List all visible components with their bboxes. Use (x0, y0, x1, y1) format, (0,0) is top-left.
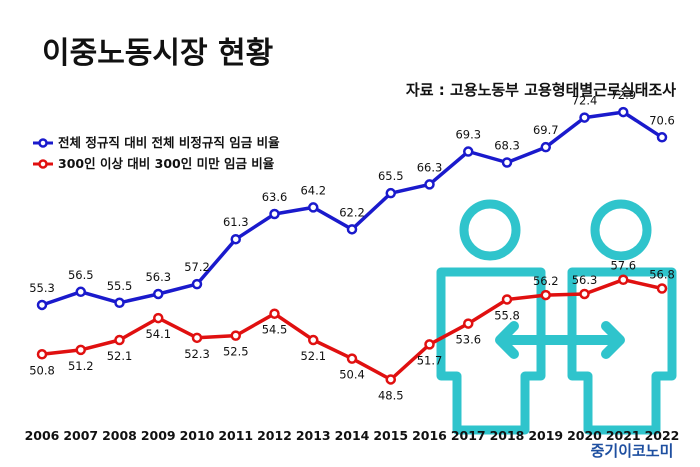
data-label-series-2: 57.6 (610, 259, 636, 273)
x-tick-label: 2021 (606, 428, 641, 443)
data-label-series-1: 69.3 (455, 128, 481, 142)
data-label-series-1: 72.9 (610, 88, 636, 102)
data-point-series-2 (540, 289, 551, 301)
data-point-series-2 (75, 344, 86, 356)
data-point-series-2 (346, 353, 358, 364)
x-tick-label: 2014 (335, 428, 370, 443)
data-label-series-1: 70.6 (649, 113, 675, 127)
data-point-series-1 (36, 299, 48, 311)
x-tick-label: 2007 (63, 428, 98, 443)
data-point-series-2 (308, 334, 319, 346)
data-label-series-2: 52.1 (300, 349, 326, 363)
data-label-series-2: 53.6 (455, 333, 481, 347)
data-point-series-1 (153, 288, 164, 300)
data-label-series-2: 56.3 (572, 273, 598, 287)
x-tick-label: 2015 (373, 428, 408, 443)
x-tick-label: 2019 (528, 428, 563, 443)
data-label-series-2: 52.1 (107, 349, 133, 363)
data-point-series-2 (230, 330, 241, 341)
legend-item-series-2: 300인 이상 대비 300인 미만 임금 비율 (33, 156, 275, 171)
x-tick-label: 2020 (567, 428, 602, 443)
data-point-series-2 (269, 308, 280, 319)
data-point-series-1 (269, 208, 280, 220)
data-label-series-2: 52.3 (184, 347, 210, 361)
data-point-series-2 (36, 349, 48, 360)
x-tick-label: 2006 (25, 428, 60, 443)
data-point-series-1 (346, 224, 358, 235)
data-label-series-2: 51.7 (417, 353, 443, 367)
source-note: 자료 : 고용노동부 고용형태별근로실태조사 (406, 81, 676, 99)
data-point-series-1 (191, 278, 203, 290)
data-label-series-2: 51.2 (68, 359, 94, 373)
data-point-series-1 (618, 106, 629, 118)
data-point-series-2 (463, 318, 474, 329)
data-point-series-1 (656, 132, 668, 143)
data-label-series-2: 54.1 (145, 327, 171, 341)
data-label-series-1: 64.2 (300, 183, 326, 197)
data-label-series-2: 50.8 (29, 363, 55, 377)
legend-item-series-1: 전체 정규직 대비 전체 비정규직 임금 비율 (33, 135, 280, 150)
x-tick-label: 2013 (296, 428, 331, 443)
data-point-series-2 (191, 332, 203, 344)
data-label-series-1: 55.3 (29, 281, 55, 295)
data-point-series-1 (75, 286, 86, 298)
data-label-series-1: 56.3 (145, 270, 171, 284)
data-point-series-2 (153, 312, 164, 324)
data-point-series-1 (424, 179, 435, 190)
data-label-series-2: 55.8 (494, 308, 520, 322)
data-label-series-1: 66.3 (417, 160, 443, 174)
data-point-series-1 (579, 112, 590, 123)
data-label-series-1: 63.6 (262, 190, 288, 204)
data-label-series-1: 65.5 (378, 169, 404, 183)
data-point-series-1 (308, 202, 319, 213)
data-point-series-1 (385, 187, 396, 199)
legend-marker-series-1 (38, 138, 48, 148)
x-tick-label: 2017 (451, 428, 486, 443)
data-label-series-1: 61.3 (223, 215, 249, 229)
chart-title: 이중노동시장 현황 (42, 36, 273, 71)
people-exchange-icon (436, 199, 677, 435)
data-label-series-2: 56.8 (649, 268, 675, 282)
x-tick-label: 2018 (490, 428, 525, 443)
legend-label-series-2: 300인 이상 대비 300인 미만 임금 비율 (58, 156, 275, 171)
data-label-series-1: 62.2 (339, 205, 365, 219)
x-tick-label: 2011 (218, 428, 253, 443)
data-label-series-1: 57.2 (184, 260, 210, 274)
data-label-series-2: 54.5 (262, 323, 288, 337)
data-point-series-2 (385, 374, 396, 385)
x-tick-label: 2012 (257, 428, 292, 443)
data-label-series-1: 72.4 (572, 94, 598, 108)
data-point-series-1 (230, 233, 241, 245)
data-point-series-1 (463, 146, 474, 157)
data-point-series-2 (579, 288, 590, 300)
data-label-series-1: 56.5 (68, 268, 94, 282)
legend-marker-series-2 (38, 159, 48, 169)
data-label-series-2: 56.2 (533, 274, 559, 288)
data-point-series-1 (540, 141, 551, 153)
data-label-series-2: 48.5 (378, 388, 404, 402)
x-tick-label: 2010 (180, 428, 215, 443)
data-point-series-2 (501, 294, 513, 305)
x-tick-label: 2009 (141, 428, 176, 443)
data-label-series-1: 68.3 (494, 139, 520, 153)
x-tick-label: 2016 (412, 428, 447, 443)
data-point-series-2 (618, 274, 629, 285)
data-point-series-2 (656, 283, 668, 294)
data-point-series-1 (501, 157, 513, 168)
data-label-series-2: 50.4 (339, 368, 365, 382)
x-tick-label: 2008 (102, 428, 137, 443)
data-point-series-2 (424, 339, 435, 350)
data-label-series-1: 55.5 (107, 279, 133, 293)
plot-area: 2006 2007 2008 2009 2010 2011 2012 2013 2014 2015… (25, 88, 680, 443)
legend-label-series-1: 전체 정규직 대비 전체 비정규직 임금 비율 (58, 135, 280, 150)
data-point-series-1 (114, 297, 125, 309)
data-label-series-1: 69.7 (533, 123, 559, 137)
data-label-series-2: 52.5 (223, 345, 249, 359)
data-point-series-2 (114, 334, 125, 346)
brand-logo: 중기이코노미 (591, 442, 674, 460)
x-tick-label: 2022 (645, 428, 680, 443)
legend: 전체 정규직 대비 전체 비정규직 임금 비율 300인 이상 대비 300인 … (33, 135, 280, 171)
